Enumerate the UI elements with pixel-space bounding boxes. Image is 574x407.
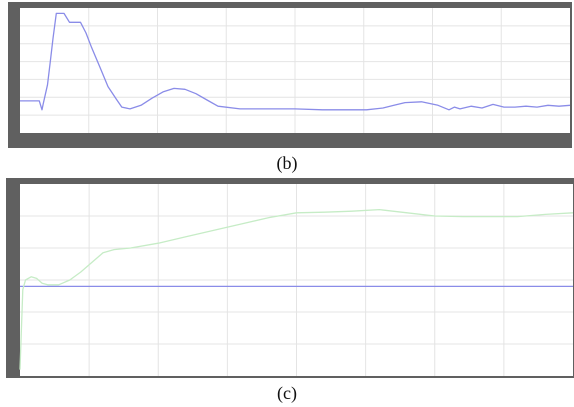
caption-b: (b) xyxy=(276,153,298,173)
chart-panel-c xyxy=(0,178,574,378)
series-line-2 xyxy=(19,208,574,370)
line-chart-b xyxy=(20,8,571,133)
series-line-1 xyxy=(20,12,571,111)
line-chart-c xyxy=(19,184,574,376)
chart-panel-b xyxy=(0,0,574,150)
caption-c: (c) xyxy=(277,383,297,403)
